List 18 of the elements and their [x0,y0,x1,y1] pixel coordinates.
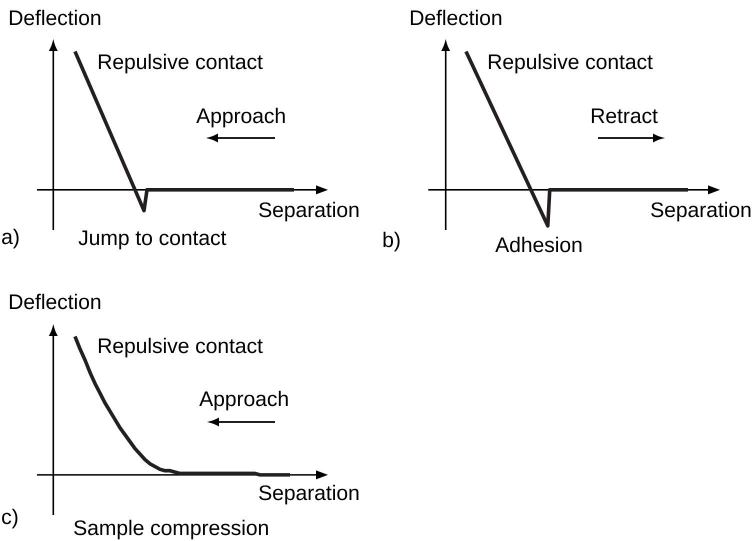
x-axis-title: Separation [259,202,358,222]
x-axis-title: Separation [651,202,750,222]
text: Adhesion [495,236,582,252]
y-axis-title: Deflection [10,10,100,26]
annotation: Approach [196,108,285,128]
y-axis-title: Deflection [410,10,502,26]
text: b) [384,232,400,252]
text: Sample compression [74,520,268,540]
text: a) [2,228,19,248]
text: c) [2,508,18,528]
annotation: Approach [199,390,288,410]
annotation: Repulsive contact [98,338,263,358]
text: Jump to contact [78,230,226,250]
x-axis-title: Separation [259,484,358,504]
y-axis-title: Deflection [10,294,100,310]
annotation: Repulsive contact [488,54,653,74]
annotation: Repulsive contact [98,54,263,74]
annotation: Retract [592,108,658,124]
